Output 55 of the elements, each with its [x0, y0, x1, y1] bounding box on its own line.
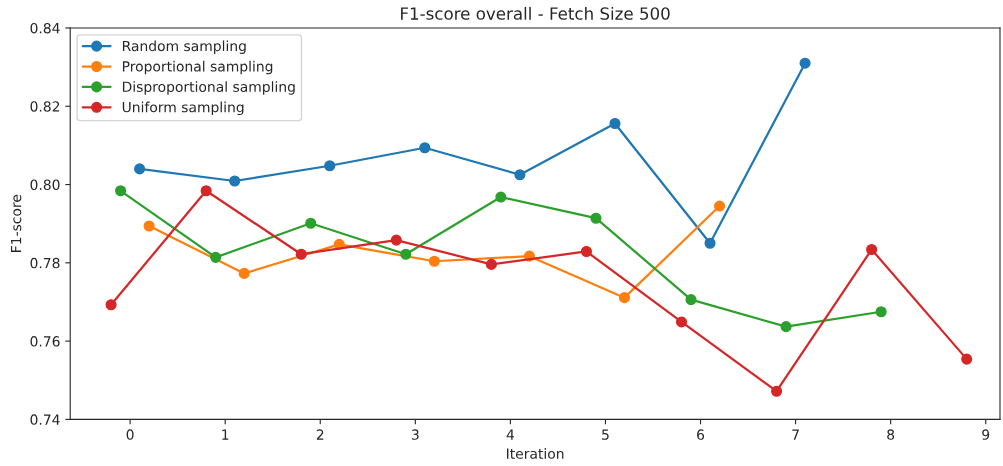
x-tick-label: 2 — [316, 429, 324, 440]
point — [875, 306, 887, 318]
y-tick-label: 0.74 — [30, 414, 60, 425]
x-tick-label: 6 — [697, 429, 705, 440]
point — [685, 294, 697, 306]
point — [618, 292, 631, 304]
point — [799, 57, 811, 69]
point — [115, 185, 127, 197]
point — [771, 385, 783, 397]
x-tick-label: 3 — [411, 429, 419, 440]
x-tick-label: 9 — [982, 429, 990, 440]
legend-label: Proportional sampling — [122, 60, 273, 75]
point — [704, 237, 716, 249]
point — [324, 160, 336, 172]
point — [200, 185, 212, 197]
x-tick-label: 1 — [222, 429, 229, 440]
x-tick-label: 4 — [506, 429, 515, 440]
legend-label: Disproportional sampling — [122, 81, 295, 95]
y-axis-title: F1-score — [10, 194, 22, 252]
point — [143, 220, 155, 232]
chart-title: F1-score overall - Fetch Size 500 — [401, 6, 670, 20]
point — [866, 243, 878, 256]
point — [238, 267, 250, 279]
point — [514, 169, 526, 181]
x-tick-label: 8 — [887, 429, 895, 440]
legend-label: Uniform sampling — [122, 101, 244, 116]
point — [419, 142, 431, 154]
point — [961, 353, 973, 365]
point — [210, 251, 222, 263]
point — [105, 299, 117, 311]
legend-label: Random sampling — [122, 40, 246, 54]
point — [675, 316, 688, 328]
y-tick-label: 0.76 — [30, 336, 60, 347]
y-tick-label: 0.80 — [30, 179, 60, 191]
point — [428, 255, 440, 267]
point — [134, 163, 146, 175]
point — [495, 191, 507, 203]
point — [485, 258, 497, 270]
point — [590, 212, 602, 224]
x-tick-label: 7 — [792, 429, 799, 440]
y-tick-label: 0.82 — [30, 101, 60, 112]
point — [609, 117, 621, 130]
point — [390, 234, 402, 246]
y-tick-label: 0.78 — [30, 257, 60, 269]
point — [780, 321, 792, 333]
y-tick-label: 0.84 — [30, 22, 60, 34]
point — [580, 245, 592, 258]
x-tick-label: 0 — [126, 429, 134, 440]
point — [713, 200, 726, 212]
point — [400, 248, 412, 260]
point — [305, 217, 317, 229]
x-tick-label: 5 — [602, 429, 609, 440]
point — [229, 175, 241, 187]
point — [295, 248, 307, 260]
x-axis-title: Iteration — [507, 448, 564, 459]
